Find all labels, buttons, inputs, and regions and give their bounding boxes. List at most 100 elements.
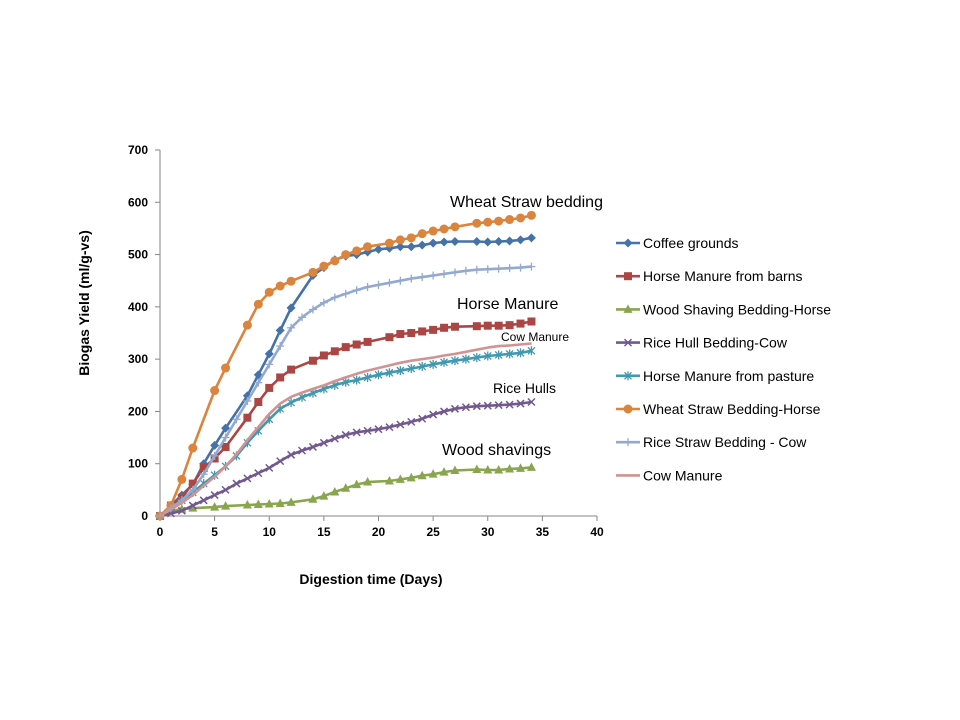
- data-point: [275, 325, 285, 335]
- data-point: [286, 303, 296, 313]
- data-point: [374, 244, 383, 254]
- x-tick-label: 10: [263, 525, 277, 539]
- data-point: [232, 479, 241, 488]
- y-tick-label: 700: [128, 143, 148, 157]
- legend-label: Rice Hull Bedding-Cow: [643, 335, 788, 351]
- data-point: [440, 269, 449, 278]
- data-point: [286, 276, 296, 286]
- data-point: [210, 451, 219, 460]
- data-point: [439, 237, 449, 247]
- data-point: [494, 321, 503, 330]
- legend-marker: [623, 304, 633, 313]
- data-point: [516, 319, 525, 328]
- data-point: [406, 472, 416, 482]
- data-point: [330, 293, 339, 302]
- data-point: [472, 265, 481, 274]
- data-point: [472, 402, 481, 411]
- data-point: [253, 299, 263, 309]
- data-point: [450, 237, 460, 246]
- data-point: [319, 351, 328, 360]
- data-point: [494, 401, 503, 410]
- data-point: [450, 268, 459, 277]
- data-point: [188, 501, 197, 510]
- legend-item: Rice Straw Bedding - Cow: [616, 434, 807, 450]
- data-point: [287, 365, 296, 374]
- data-point: [417, 240, 427, 250]
- data-point: [177, 506, 186, 515]
- data-point: [407, 274, 416, 283]
- data-point: [472, 218, 482, 228]
- y-axis-title: Biogas Yield (ml/g-vs): [76, 230, 92, 375]
- data-point: [494, 216, 504, 226]
- data-point: [199, 496, 208, 505]
- data-point: [483, 237, 493, 247]
- data-point: [374, 280, 383, 289]
- data-point: [472, 464, 482, 473]
- legend: Coffee grounds Horse Manure from barns Woo…: [616, 235, 831, 483]
- legend-item: Wheat Straw Bedding-Horse: [616, 401, 821, 417]
- x-tick-label: 40: [590, 525, 604, 539]
- data-point: [254, 378, 263, 387]
- data-point: [199, 463, 208, 472]
- data-point: [440, 357, 449, 367]
- data-point: [450, 404, 460, 413]
- data-point: [287, 450, 296, 459]
- data-point: [407, 417, 416, 426]
- data-point: [516, 235, 526, 245]
- x-tick-label: 30: [481, 525, 495, 539]
- data-point: [516, 463, 526, 472]
- data-point: [450, 322, 459, 331]
- data-point: [439, 467, 449, 476]
- data-point: [308, 356, 317, 365]
- data-point: [472, 237, 482, 246]
- data-point: [308, 494, 318, 503]
- annotation-wheat-straw: Wheat Straw bedding: [450, 194, 603, 211]
- legend-label: Coffee grounds: [643, 235, 738, 251]
- data-point: [385, 423, 394, 432]
- data-point: [341, 483, 351, 492]
- data-point: [232, 415, 241, 424]
- x-axis-title: Digestion time (Days): [299, 571, 442, 587]
- data-point: [221, 423, 231, 433]
- data-point: [264, 287, 274, 297]
- data-point: [429, 271, 438, 280]
- data-point: [417, 229, 427, 239]
- data-point: [221, 485, 230, 494]
- legend-marker: [623, 238, 633, 248]
- data-point: [264, 349, 274, 359]
- x-tick-label: 0: [157, 525, 164, 539]
- data-point: [188, 443, 198, 453]
- data-point: [210, 491, 219, 500]
- data-point: [276, 373, 285, 382]
- x-tick-label: 15: [317, 525, 331, 539]
- x-tick-label: 35: [536, 525, 550, 539]
- data-point: [242, 500, 252, 509]
- data-point: [439, 224, 449, 234]
- data-point: [298, 313, 307, 322]
- data-point: [396, 276, 405, 285]
- data-point: [483, 217, 493, 227]
- y-tick-label: 200: [128, 404, 148, 418]
- data-point: [516, 348, 525, 358]
- data-point: [352, 428, 361, 437]
- data-point: [210, 386, 220, 396]
- legend-label: Cow Manure: [643, 467, 723, 483]
- data-point: [221, 433, 230, 442]
- series-wood-shaving-bedding-horse: [155, 462, 536, 520]
- data-point: [276, 457, 285, 466]
- data-point: [395, 474, 405, 483]
- data-point: [188, 503, 198, 512]
- data-point: [428, 469, 438, 478]
- y-tick-label: 0: [141, 509, 148, 523]
- data-point: [352, 479, 362, 489]
- data-point: [516, 399, 525, 408]
- data-point: [483, 265, 492, 274]
- data-point: [188, 485, 197, 494]
- data-point: [210, 502, 220, 511]
- legend-label: Horse Manure from pasture: [643, 368, 814, 384]
- y-tick-label: 500: [128, 248, 148, 262]
- data-point: [494, 464, 504, 474]
- data-point: [505, 400, 514, 409]
- data-point: [418, 273, 427, 282]
- data-point: [450, 222, 460, 232]
